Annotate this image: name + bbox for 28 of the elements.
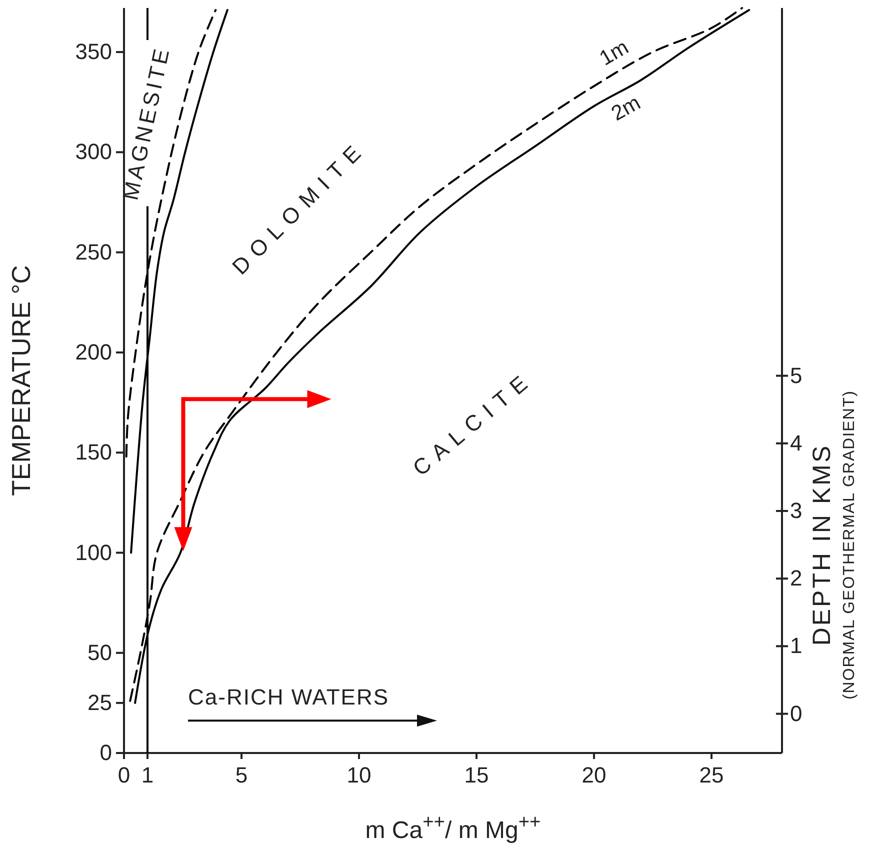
x-tick-label: 20 [582,762,606,788]
y2-axis-title: DEPTH IN KMS (NORMAL GEOTHERMAL GRADIENT) [808,390,858,700]
y-tick-label: 0 [100,740,112,766]
x-tick-label: 10 [346,762,372,788]
y-tick-label: 200 [75,340,112,364]
annotation: Ca-RICH WATERS [188,684,389,710]
x-axis-title: m Ca$^{++}$/ m Mg$^{++}$ [365,812,541,844]
x-tick-label: 5 [235,762,248,788]
y-tick-label: 350 [75,39,112,64]
y2-tick-label: 1 [790,633,802,658]
y-tick-label: 25 [88,690,112,715]
y-tick-label: 250 [75,239,112,264]
y-tick-label: 150 [75,440,112,465]
y-tick-label: 300 [75,139,112,164]
y2-tick-label: 4 [790,430,802,456]
y-tick-label: 100 [75,540,112,565]
text: 1m [596,36,632,70]
x-tick-label: 1 [141,762,154,788]
x-tick-label: 15 [464,762,489,788]
y-axis-title: TEMPERATURE °C [6,265,36,496]
y2-tick-label: 5 [790,362,802,388]
x-tick-label: 25 [699,762,724,788]
y2-tick-label: 3 [790,498,802,524]
y2-tick-label: 0 [790,700,802,726]
x-tick-label: 0 [118,762,130,788]
text: 2m [608,91,644,126]
y-tick-label: 50 [88,640,112,665]
y2-tick-label: 2 [790,566,802,591]
